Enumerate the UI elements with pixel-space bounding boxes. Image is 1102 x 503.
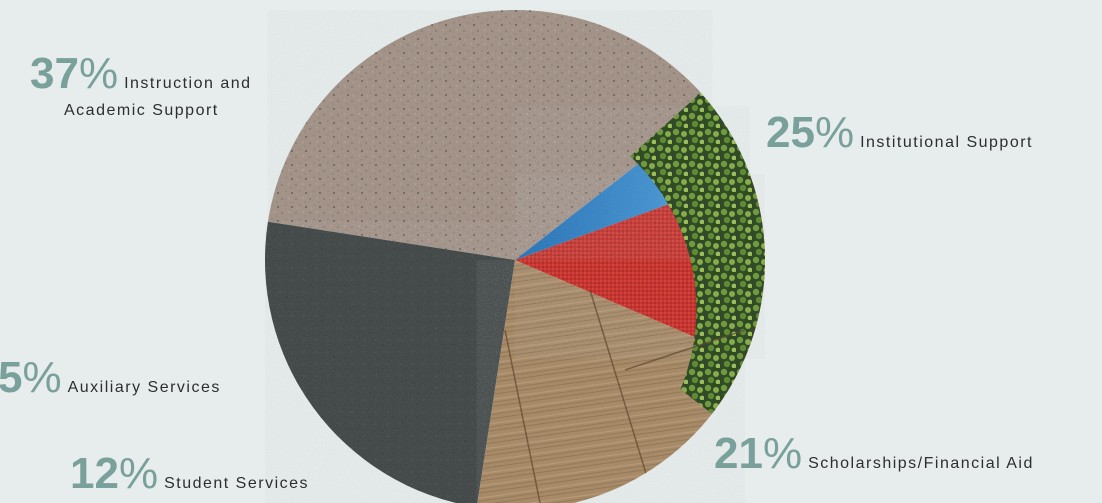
pie-slice-texture	[265, 221, 515, 503]
percent-sign-institutional: %	[814, 108, 855, 157]
label-scholarships: 21% Scholarships/Financial Aid	[714, 432, 1034, 476]
category-institutional: Institutional Support	[860, 134, 1033, 151]
label-auxiliary: 5% Auxiliary Services	[0, 356, 221, 400]
label-instruction: 37% Instruction and	[30, 52, 252, 96]
pie-slices	[265, 9, 765, 503]
category-student-services: Student Services	[164, 475, 310, 492]
wood-seam	[589, 289, 656, 503]
percent-sign-scholarships: %	[762, 429, 803, 478]
slice-details	[504, 92, 765, 503]
percent-sign-student-services: %	[118, 449, 159, 498]
category-scholarships: Scholarships/Financial Aid	[808, 455, 1034, 472]
category-auxiliary: Auxiliary Services	[67, 379, 221, 396]
label-institutional: 25% Institutional Support	[766, 111, 1033, 155]
percent-sign-instruction: %	[78, 49, 119, 98]
wood-seam	[624, 329, 746, 371]
ivy-texture	[630, 92, 765, 414]
label-instruction-line2: Academic Support	[64, 99, 219, 123]
percent-instruction: 37	[30, 49, 79, 98]
pie-slice-texture	[267, 9, 713, 260]
percent-student-services: 12	[70, 449, 119, 498]
label-student-services: 12% Student Services	[70, 452, 309, 496]
percent-institutional: 25	[766, 108, 815, 157]
pie-slice-texture	[477, 260, 745, 503]
category-instruction-line1: Instruction and	[124, 75, 252, 92]
percent-auxiliary: 5	[0, 353, 23, 402]
wood-seam	[504, 329, 541, 503]
category-instruction-line2: Academic Support	[64, 102, 219, 119]
percent-sign-auxiliary: %	[22, 353, 62, 402]
percent-scholarships: 21	[714, 429, 763, 478]
